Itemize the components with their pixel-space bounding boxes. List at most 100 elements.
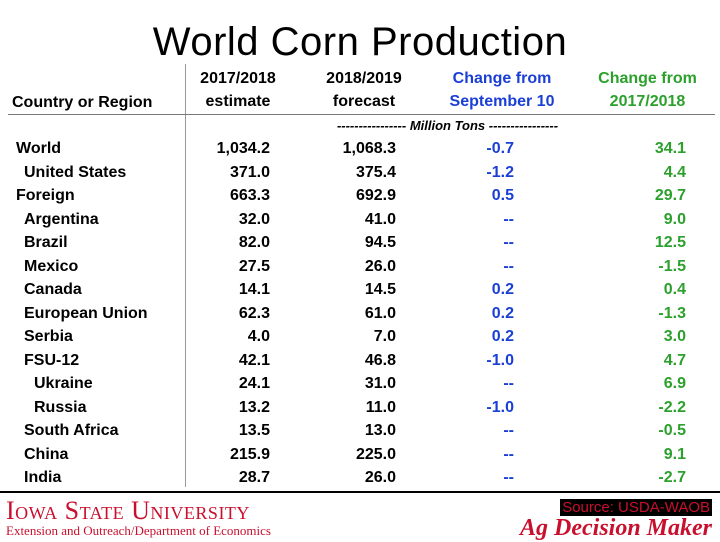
row-forecast-2018-2019: 13.0	[364, 422, 396, 439]
header-col1-line1: 2017/2018	[200, 70, 276, 87]
row-name: Mexico	[24, 257, 79, 275]
university-logo-text: Iowa State University	[6, 496, 250, 525]
source-label: Source: USDA-WAOB	[560, 499, 712, 516]
table-row: Canada 14.1 14.5 0.2 0.4	[0, 278, 720, 302]
row-forecast-2018-2019: 692.9	[355, 187, 396, 204]
row-change-from-2017-2018: 6.9	[663, 375, 686, 392]
table-row: China 215.9 225.0 -- 9.1	[0, 443, 720, 467]
row-name: Brazil	[24, 234, 68, 251]
header-col3-line2: September 10	[449, 93, 555, 110]
department-text: Extension and Outreach/Department of Eco…	[6, 523, 271, 538]
row-change-from-2017-2018: -1.5	[658, 257, 686, 275]
row-change-from-2017-2018: -2.2	[658, 398, 686, 416]
table-row: Brazil 82.0 94.5 -- 12.5	[0, 231, 720, 255]
row-estimate-2017-2018: 215.9	[229, 445, 270, 463]
row-forecast-2018-2019: 41.0	[364, 210, 396, 228]
row-change-from-september: --	[503, 210, 514, 228]
row-change-from-september: --	[503, 257, 514, 275]
header-col1-line2: estimate	[205, 93, 271, 110]
table-row: India 28.7 26.0 -- -2.7	[0, 466, 720, 490]
row-estimate-2017-2018: 32.0	[238, 210, 270, 228]
row-change-from-2017-2018: 4.4	[663, 163, 686, 181]
row-change-from-september: --	[503, 469, 514, 486]
row-estimate-2017-2018: 27.5	[238, 257, 270, 275]
row-estimate-2017-2018: 13.2	[238, 398, 270, 416]
row-name: Serbia	[24, 328, 73, 345]
row-change-from-september: --	[503, 445, 514, 463]
row-estimate-2017-2018: 1,034.2	[216, 140, 270, 157]
row-forecast-2018-2019: 225.0	[355, 445, 396, 463]
row-change-from-2017-2018: 4.7	[663, 351, 686, 369]
row-name: FSU-12	[24, 351, 80, 369]
header-divider	[8, 114, 715, 115]
row-name: United States	[24, 163, 127, 181]
header-col4-line2: 2017/2018	[609, 93, 686, 110]
header-change-from-september: Change from September 10	[432, 67, 572, 113]
row-change-from-september: -1.0	[486, 351, 514, 369]
row-change-from-september: --	[503, 234, 514, 251]
header-col3-line1: Change from	[452, 70, 552, 87]
row-estimate-2017-2018: 663.3	[229, 187, 270, 204]
row-estimate-2017-2018: 13.5	[238, 422, 270, 439]
row-estimate-2017-2018: 14.1	[238, 281, 270, 298]
row-change-from-2017-2018: 12.5	[654, 234, 686, 251]
header-col2-line2: forecast	[332, 93, 396, 110]
row-name: Russia	[34, 398, 87, 416]
row-change-from-2017-2018: 29.7	[654, 187, 686, 204]
row-forecast-2018-2019: 375.4	[355, 163, 396, 181]
row-name: European Union	[24, 304, 148, 322]
row-name: Argentina	[24, 210, 99, 228]
ag-decision-maker-logo: Ag Decision Maker	[520, 515, 712, 541]
table-row: Russia 13.2 11.0 -1.0 -2.2	[0, 396, 720, 420]
row-change-from-september: -1.0	[486, 398, 514, 416]
row-change-from-september: --	[503, 375, 514, 392]
table-row: European Union 62.3 61.0 0.2 -1.3	[0, 302, 720, 326]
table-row: Mexico 27.5 26.0 -- -1.5	[0, 255, 720, 279]
row-change-from-2017-2018: 0.4	[663, 281, 686, 298]
header-col2-line1: 2018/2019	[326, 70, 402, 87]
units-label: ---------------- Million Tons ----------…	[336, 118, 559, 133]
row-name: World	[16, 140, 62, 157]
column-divider	[185, 64, 186, 487]
row-change-from-2017-2018: -2.7	[658, 469, 686, 486]
row-change-from-september: 0.5	[491, 187, 514, 204]
row-change-from-september: -0.7	[486, 140, 514, 157]
row-change-from-2017-2018: -1.3	[658, 304, 686, 322]
row-forecast-2018-2019: 61.0	[364, 304, 396, 322]
row-change-from-september: 0.2	[491, 304, 514, 322]
table-row: Argentina 32.0 41.0 -- 9.0	[0, 208, 720, 232]
table-row: United States 371.0 375.4 -1.2 4.4	[0, 161, 720, 185]
row-name: Foreign	[16, 187, 75, 204]
row-change-from-2017-2018: 9.0	[663, 210, 686, 228]
row-name: South Africa	[24, 422, 119, 439]
row-change-from-2017-2018: 3.0	[663, 328, 686, 345]
row-forecast-2018-2019: 1,068.3	[342, 140, 396, 157]
row-change-from-september: --	[503, 422, 514, 439]
row-name: India	[24, 469, 62, 486]
row-forecast-2018-2019: 26.0	[364, 469, 396, 486]
row-name: China	[24, 445, 69, 463]
header-2017-2018-estimate: 2017/2018 estimate	[178, 67, 298, 113]
row-forecast-2018-2019: 46.8	[364, 351, 396, 369]
table-row: South Africa 13.5 13.0 -- -0.5	[0, 419, 720, 443]
row-forecast-2018-2019: 7.0	[373, 328, 396, 345]
header-country: Country or Region	[12, 94, 153, 111]
slide-title: World Corn Production	[152, 20, 568, 64]
row-forecast-2018-2019: 94.5	[364, 234, 396, 251]
table-row: FSU-12 42.1 46.8 -1.0 4.7	[0, 349, 720, 373]
footer-bar: Iowa State University Extension and Outr…	[0, 491, 720, 542]
row-estimate-2017-2018: 4.0	[247, 328, 270, 345]
row-name: Canada	[24, 281, 82, 298]
table-row: Foreign 663.3 692.9 0.5 29.7	[0, 184, 720, 208]
header-change-from-2017-2018: Change from 2017/2018	[580, 67, 715, 113]
row-estimate-2017-2018: 371.0	[229, 163, 270, 181]
row-forecast-2018-2019: 26.0	[364, 257, 396, 275]
table-row: World 1,034.2 1,068.3 -0.7 34.1	[0, 137, 720, 161]
row-estimate-2017-2018: 82.0	[238, 234, 270, 251]
row-change-from-2017-2018: 9.1	[663, 445, 686, 463]
row-forecast-2018-2019: 14.5	[364, 281, 396, 298]
table-row: Ukraine 24.1 31.0 -- 6.9	[0, 372, 720, 396]
row-change-from-2017-2018: 34.1	[654, 140, 686, 157]
header-2018-2019-forecast: 2018/2019 forecast	[304, 67, 424, 113]
row-change-from-2017-2018: -0.5	[658, 422, 686, 439]
